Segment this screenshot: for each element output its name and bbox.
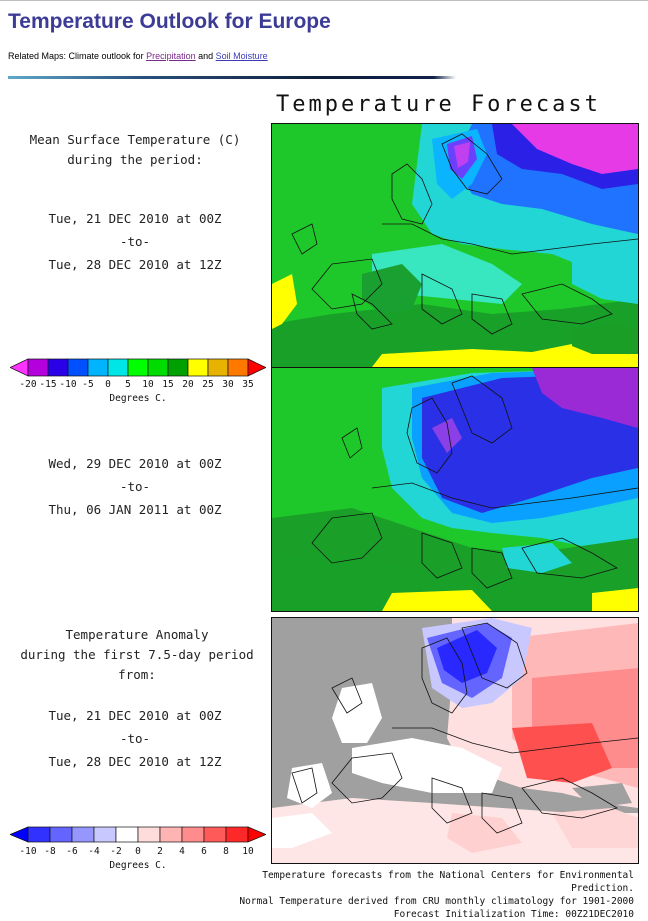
temperature-colorbar-units: Degrees C.	[109, 393, 167, 404]
panel2-period: Wed, 29 DEC 2010 at 00Z -to- Thu, 06 JAN…	[10, 452, 260, 521]
temperature-colorbar-tick-label: -20	[19, 379, 37, 390]
anomaly-colorbar	[10, 826, 266, 843]
footer-line2: Normal Temperature derived from CRU mont…	[239, 896, 634, 907]
temperature-colorbar	[10, 358, 266, 377]
anomaly-colorbar-segment	[225, 826, 249, 843]
anomaly-colorbar-segment	[247, 826, 266, 843]
anomaly-colorbar-segment	[159, 826, 183, 843]
soil-moisture-link[interactable]: Soil Moisture	[215, 51, 268, 61]
temperature-colorbar-segment	[247, 358, 266, 377]
temperature-colorbar-tick-label: 5	[125, 379, 131, 390]
temperature-colorbar-tick-label: -10	[59, 379, 77, 390]
temperature-colorbar-tick-label: -5	[82, 379, 94, 390]
panel1-end-date: Tue, 28 DEC 2010 at 12Z	[48, 257, 222, 272]
temperature-colorbar-tick-label: 30	[222, 379, 234, 390]
anomaly-colorbar-tick-label: 2	[157, 846, 163, 857]
anomaly-colorbar-tick-label: 0	[135, 846, 141, 857]
anomaly-colorbar-tick-label: 10	[242, 846, 254, 857]
temperature-map-week1	[271, 123, 639, 368]
anomaly-colorbar-ticks: -10 -8 -6 -4 -2 0 2 4 6 8 10	[10, 846, 266, 858]
temperature-colorbar-segment	[107, 358, 129, 377]
panel1-heading-line1: Mean Surface Temperature (C)	[29, 132, 241, 147]
temperature-map-week2	[271, 367, 639, 612]
anomaly-colorbar-segment	[137, 826, 161, 843]
anomaly-colorbar-tick-label: -10	[19, 846, 37, 857]
temperature-colorbar-segment	[87, 358, 109, 377]
precipitation-link[interactable]: Precipitation	[146, 51, 196, 61]
anomaly-colorbar-segment	[115, 826, 139, 843]
temperature-anomaly-map	[271, 617, 639, 864]
anomaly-colorbar-tick-label: 6	[201, 846, 207, 857]
temperature-colorbar-tick-label: 25	[202, 379, 214, 390]
temperature-colorbar-tick-label: 15	[162, 379, 174, 390]
panel2-start-date: Wed, 29 DEC 2010 at 00Z	[48, 456, 222, 471]
panel1-heading: Mean Surface Temperature (C) during the …	[10, 130, 260, 170]
temperature-colorbar-ticks: -20 -15 -10 -5 0 5 10 15 20 25 30 35	[10, 379, 266, 391]
related-and: and	[198, 51, 214, 61]
temperature-colorbar-tick-label: 10	[142, 379, 154, 390]
temperature-colorbar-tick-label: 35	[242, 379, 254, 390]
related-prefix: Related Maps: Climate outlook for	[8, 51, 144, 61]
anomaly-colorbar-segment	[49, 826, 73, 843]
panel1-period: Tue, 21 DEC 2010 at 00Z -to- Tue, 28 DEC…	[10, 207, 260, 276]
temperature-colorbar-segment	[207, 358, 229, 377]
panel2-to: -to-	[119, 479, 151, 494]
anomaly-colorbar-segment	[71, 826, 95, 843]
temperature-colorbar-segment	[47, 358, 69, 377]
forecast-title: Temperature Forecast	[276, 92, 601, 117]
footer-line1: Temperature forecasts from the National …	[262, 870, 634, 894]
temperature-colorbar-segment	[227, 358, 249, 377]
header-divider	[8, 76, 456, 79]
anomaly-colorbar-segment	[203, 826, 227, 843]
panel1-to: -to-	[119, 234, 151, 249]
anomaly-colorbar-tick-label: -8	[44, 846, 56, 857]
footer-notes: Temperature forecasts from the National …	[214, 869, 634, 921]
anomaly-colorbar-units: Degrees C.	[109, 860, 167, 871]
temperature-colorbar-segment	[27, 358, 49, 377]
panel3-heading-line1: Temperature Anomaly	[65, 627, 209, 642]
anomaly-colorbar-tick-label: -2	[110, 846, 122, 857]
related-maps: Related Maps: Climate outlook for Precip…	[8, 51, 268, 61]
panel3-period: Tue, 21 DEC 2010 at 00Z -to- Tue, 28 DEC…	[10, 704, 260, 773]
panel1-start-date: Tue, 21 DEC 2010 at 00Z	[48, 211, 222, 226]
panel3-to: -to-	[119, 731, 151, 746]
page-title: Temperature Outlook for Europe	[8, 10, 331, 33]
temperature-colorbar-segment	[67, 358, 89, 377]
temperature-colorbar-segment	[147, 358, 169, 377]
panel3-heading: Temperature Anomaly during the first 7.5…	[6, 625, 268, 685]
top-border	[0, 0, 648, 1]
anomaly-colorbar-segment	[27, 826, 51, 843]
anomaly-colorbar-tick-label: 8	[223, 846, 229, 857]
panel3-start-date: Tue, 21 DEC 2010 at 00Z	[48, 708, 222, 723]
temperature-colorbar-tick-label: 20	[182, 379, 194, 390]
panel3-end-date: Tue, 28 DEC 2010 at 12Z	[48, 754, 222, 769]
anomaly-colorbar-tick-label: 4	[179, 846, 185, 857]
panel1-heading-line2: during the period:	[67, 152, 203, 167]
anomaly-colorbar-segment	[93, 826, 117, 843]
anomaly-colorbar-tick-label: -6	[66, 846, 78, 857]
anomaly-colorbar-segment	[10, 826, 29, 843]
temperature-colorbar-tick-label: -15	[39, 379, 57, 390]
temperature-colorbar-tick-label: 0	[105, 379, 111, 390]
temperature-colorbar-segment	[127, 358, 149, 377]
anomaly-colorbar-tick-label: -4	[88, 846, 100, 857]
anomaly-colorbar-segment	[181, 826, 205, 843]
footer-line3: Forecast Initialization Time: 00Z21DEC20…	[393, 909, 634, 920]
temperature-colorbar-segment	[187, 358, 209, 377]
temperature-colorbar-segment	[167, 358, 189, 377]
panel3-heading-line2: during the first 7.5-day period from:	[20, 647, 254, 682]
panel2-end-date: Thu, 06 JAN 2011 at 00Z	[48, 502, 222, 517]
temperature-colorbar-segment	[10, 358, 29, 377]
